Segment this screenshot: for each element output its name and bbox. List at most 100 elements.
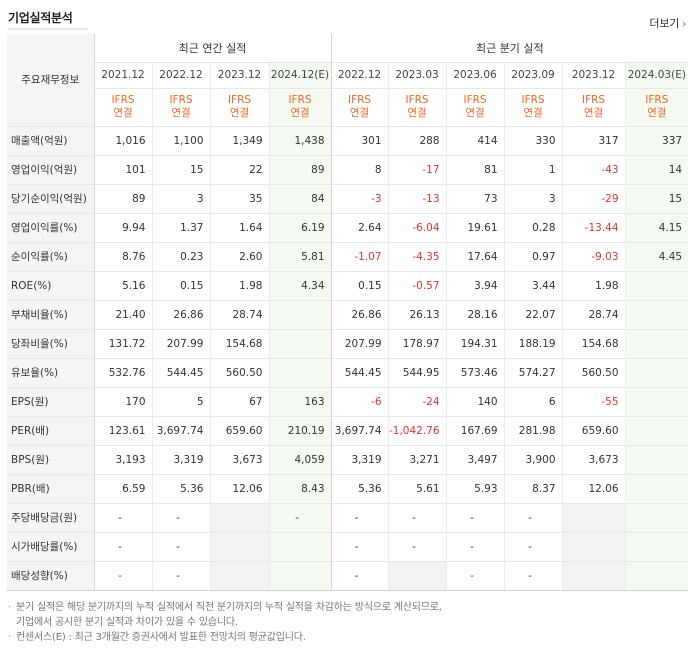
consolidated-label: 연결 (465, 107, 485, 119)
table-cell: -43 (561, 155, 626, 185)
ifrs-basis-label: IFRS 연결 (561, 88, 626, 127)
financial-table: 주요재무정보 최근 연간 실적 최근 분기 실적 2021.12 2022.12 2… (7, 34, 689, 591)
table-cell: - (94, 502, 152, 533)
row-label: PBR(배) (7, 474, 95, 504)
ifrs-basis-label: IFRS 연결 (387, 88, 447, 127)
table-cell: - (151, 532, 210, 562)
table-cell: -1.07 (331, 242, 389, 272)
group-annual-header: 최근 연간 실적 (94, 34, 332, 63)
table-cell: 1.98 (561, 271, 626, 301)
table-cell: 5.93 (445, 474, 505, 504)
table-cell (268, 329, 332, 359)
table-cell: 317 (561, 125, 626, 156)
table-cell: - (151, 561, 210, 591)
table-cell: 28.74 (209, 300, 269, 330)
ifrs-label: IFRS (645, 94, 669, 106)
table-cell: -55 (561, 386, 626, 417)
table-cell: 544.95 (387, 358, 447, 388)
row-label: 영업이익률(%) (7, 212, 95, 243)
table-cell: -1,042.76 (387, 416, 447, 446)
ifrs-basis-label: IFRS 연결 (268, 88, 332, 127)
period-header: 2021.12 (94, 62, 152, 89)
table-cell: 1,438 (268, 125, 332, 156)
table-cell: 167.69 (445, 416, 505, 446)
table-cell: 21.40 (94, 300, 152, 330)
table-cell: 3,900 (503, 445, 563, 475)
section-title: 기업실적분석 (8, 11, 73, 25)
consolidated-label: 연결 (171, 107, 191, 119)
more-label[interactable]: 더보기 (649, 17, 680, 30)
chevron-right-icon: › (682, 19, 686, 30)
table-cell: 0.23 (151, 242, 210, 272)
table-cell: 28.16 (445, 300, 505, 330)
table-cell: -6 (331, 386, 389, 417)
row-label: ROE(%) (7, 271, 95, 301)
table-cell: 84 (268, 184, 332, 214)
table-cell: 8.37 (503, 474, 563, 504)
more-link[interactable]: 더보기 › (649, 15, 686, 31)
footnote-quarterly-cont: 기업에서 공시한 분기 실적과 차이가 있을 수 있습니다. (16, 617, 238, 628)
ifrs-label: IFRS (581, 94, 606, 106)
table-cell: - (331, 532, 389, 562)
table-cell: 154.68 (561, 329, 626, 359)
period-header: 2024.12(E) (268, 62, 332, 89)
table-row: 영업이익률(%) 9.94 1.37 1.64 6.19 2.64 -6.04 19.61 0.… (7, 212, 689, 243)
table-cell: 188.19 (503, 329, 563, 359)
table-cell (209, 532, 269, 562)
table-body: 매출액(억원) 1,016 1,100 1,349 1,438 301 288 414 330 3… (7, 125, 689, 591)
table-cell: 17.64 (445, 242, 505, 272)
period-header: 2023.12 (561, 62, 626, 89)
ifrs-label: IFRS (169, 94, 193, 106)
period-header: 2023.12 (209, 62, 269, 89)
table-cell: 6.59 (94, 474, 152, 504)
table-cell: 8.43 (268, 474, 332, 504)
table-cell: 28.74 (561, 300, 626, 330)
table-cell: - (151, 502, 210, 533)
table-cell: - (94, 561, 152, 591)
table-cell: - (445, 502, 505, 533)
table-cell: - (268, 502, 332, 533)
table-row: 매출액(억원) 1,016 1,100 1,349 1,438 301 288 414 330 3… (7, 125, 689, 156)
table-cell: 0.15 (331, 271, 389, 301)
table-cell: 1,100 (151, 125, 210, 156)
table-cell (624, 532, 689, 562)
table-cell: -4.35 (387, 242, 447, 272)
row-label: BPS(원) (7, 445, 95, 475)
table-cell: 19.61 (445, 212, 505, 243)
ifrs-label: IFRS (111, 94, 135, 106)
row-label: 당기순이익(억원) (7, 184, 95, 214)
table-cell (624, 445, 689, 475)
row-label: PER(배) (7, 416, 95, 446)
table-cell: - (387, 502, 447, 533)
table-cell: 1,349 (209, 125, 269, 156)
table-cell: 3,497 (445, 445, 505, 475)
table-cell: 35 (209, 184, 269, 214)
table-cell: 14 (624, 155, 689, 185)
table-cell: - (331, 502, 389, 533)
footnote-line-3: 컨센서스(E) : 최근 3개월간 증권사에서 발표한 전망치의 평균값입니다. (16, 632, 306, 643)
table-cell: 3,193 (94, 445, 152, 475)
table-cell: 0.28 (503, 212, 563, 243)
table-cell: 5.36 (331, 474, 389, 504)
table-row: ROE(%) 5.16 0.15 1.98 4.34 0.15 -0.57 3.94 3.44 1… (7, 271, 689, 301)
table-cell: 3,697.74 (151, 416, 210, 446)
table-cell: - (445, 532, 505, 562)
ifrs-basis-label: IFRS 연결 (94, 88, 152, 127)
ifrs-basis-label: IFRS 연결 (209, 88, 269, 127)
row-label: 순이익률(%) (7, 242, 95, 272)
table-cell: 194.31 (445, 329, 505, 359)
table-cell: 5 (151, 386, 210, 417)
table-row: 순이익률(%) 8.76 0.23 2.60 5.81 -1.07 -4.35 17.64 0.… (7, 242, 689, 272)
table-cell: 574.27 (503, 358, 563, 388)
table-cell: - (331, 561, 389, 591)
period-header: 2024.03(E) (624, 62, 689, 89)
table-cell (387, 561, 447, 591)
table-cell: 207.99 (151, 329, 210, 359)
table-cell: 8.76 (94, 242, 152, 272)
table-cell: 1.37 (151, 212, 210, 243)
period-row: 2021.12 2022.12 2023.12 2024.12(E) 2022.12 20… (7, 62, 689, 89)
table-row: PBR(배) 6.59 5.36 12.06 8.43 5.36 5.61 5.93 8.37 1… (7, 474, 689, 504)
table-cell: 1 (503, 155, 563, 185)
ifrs-basis-label: IFRS 연결 (331, 88, 389, 127)
table-cell (561, 561, 626, 591)
